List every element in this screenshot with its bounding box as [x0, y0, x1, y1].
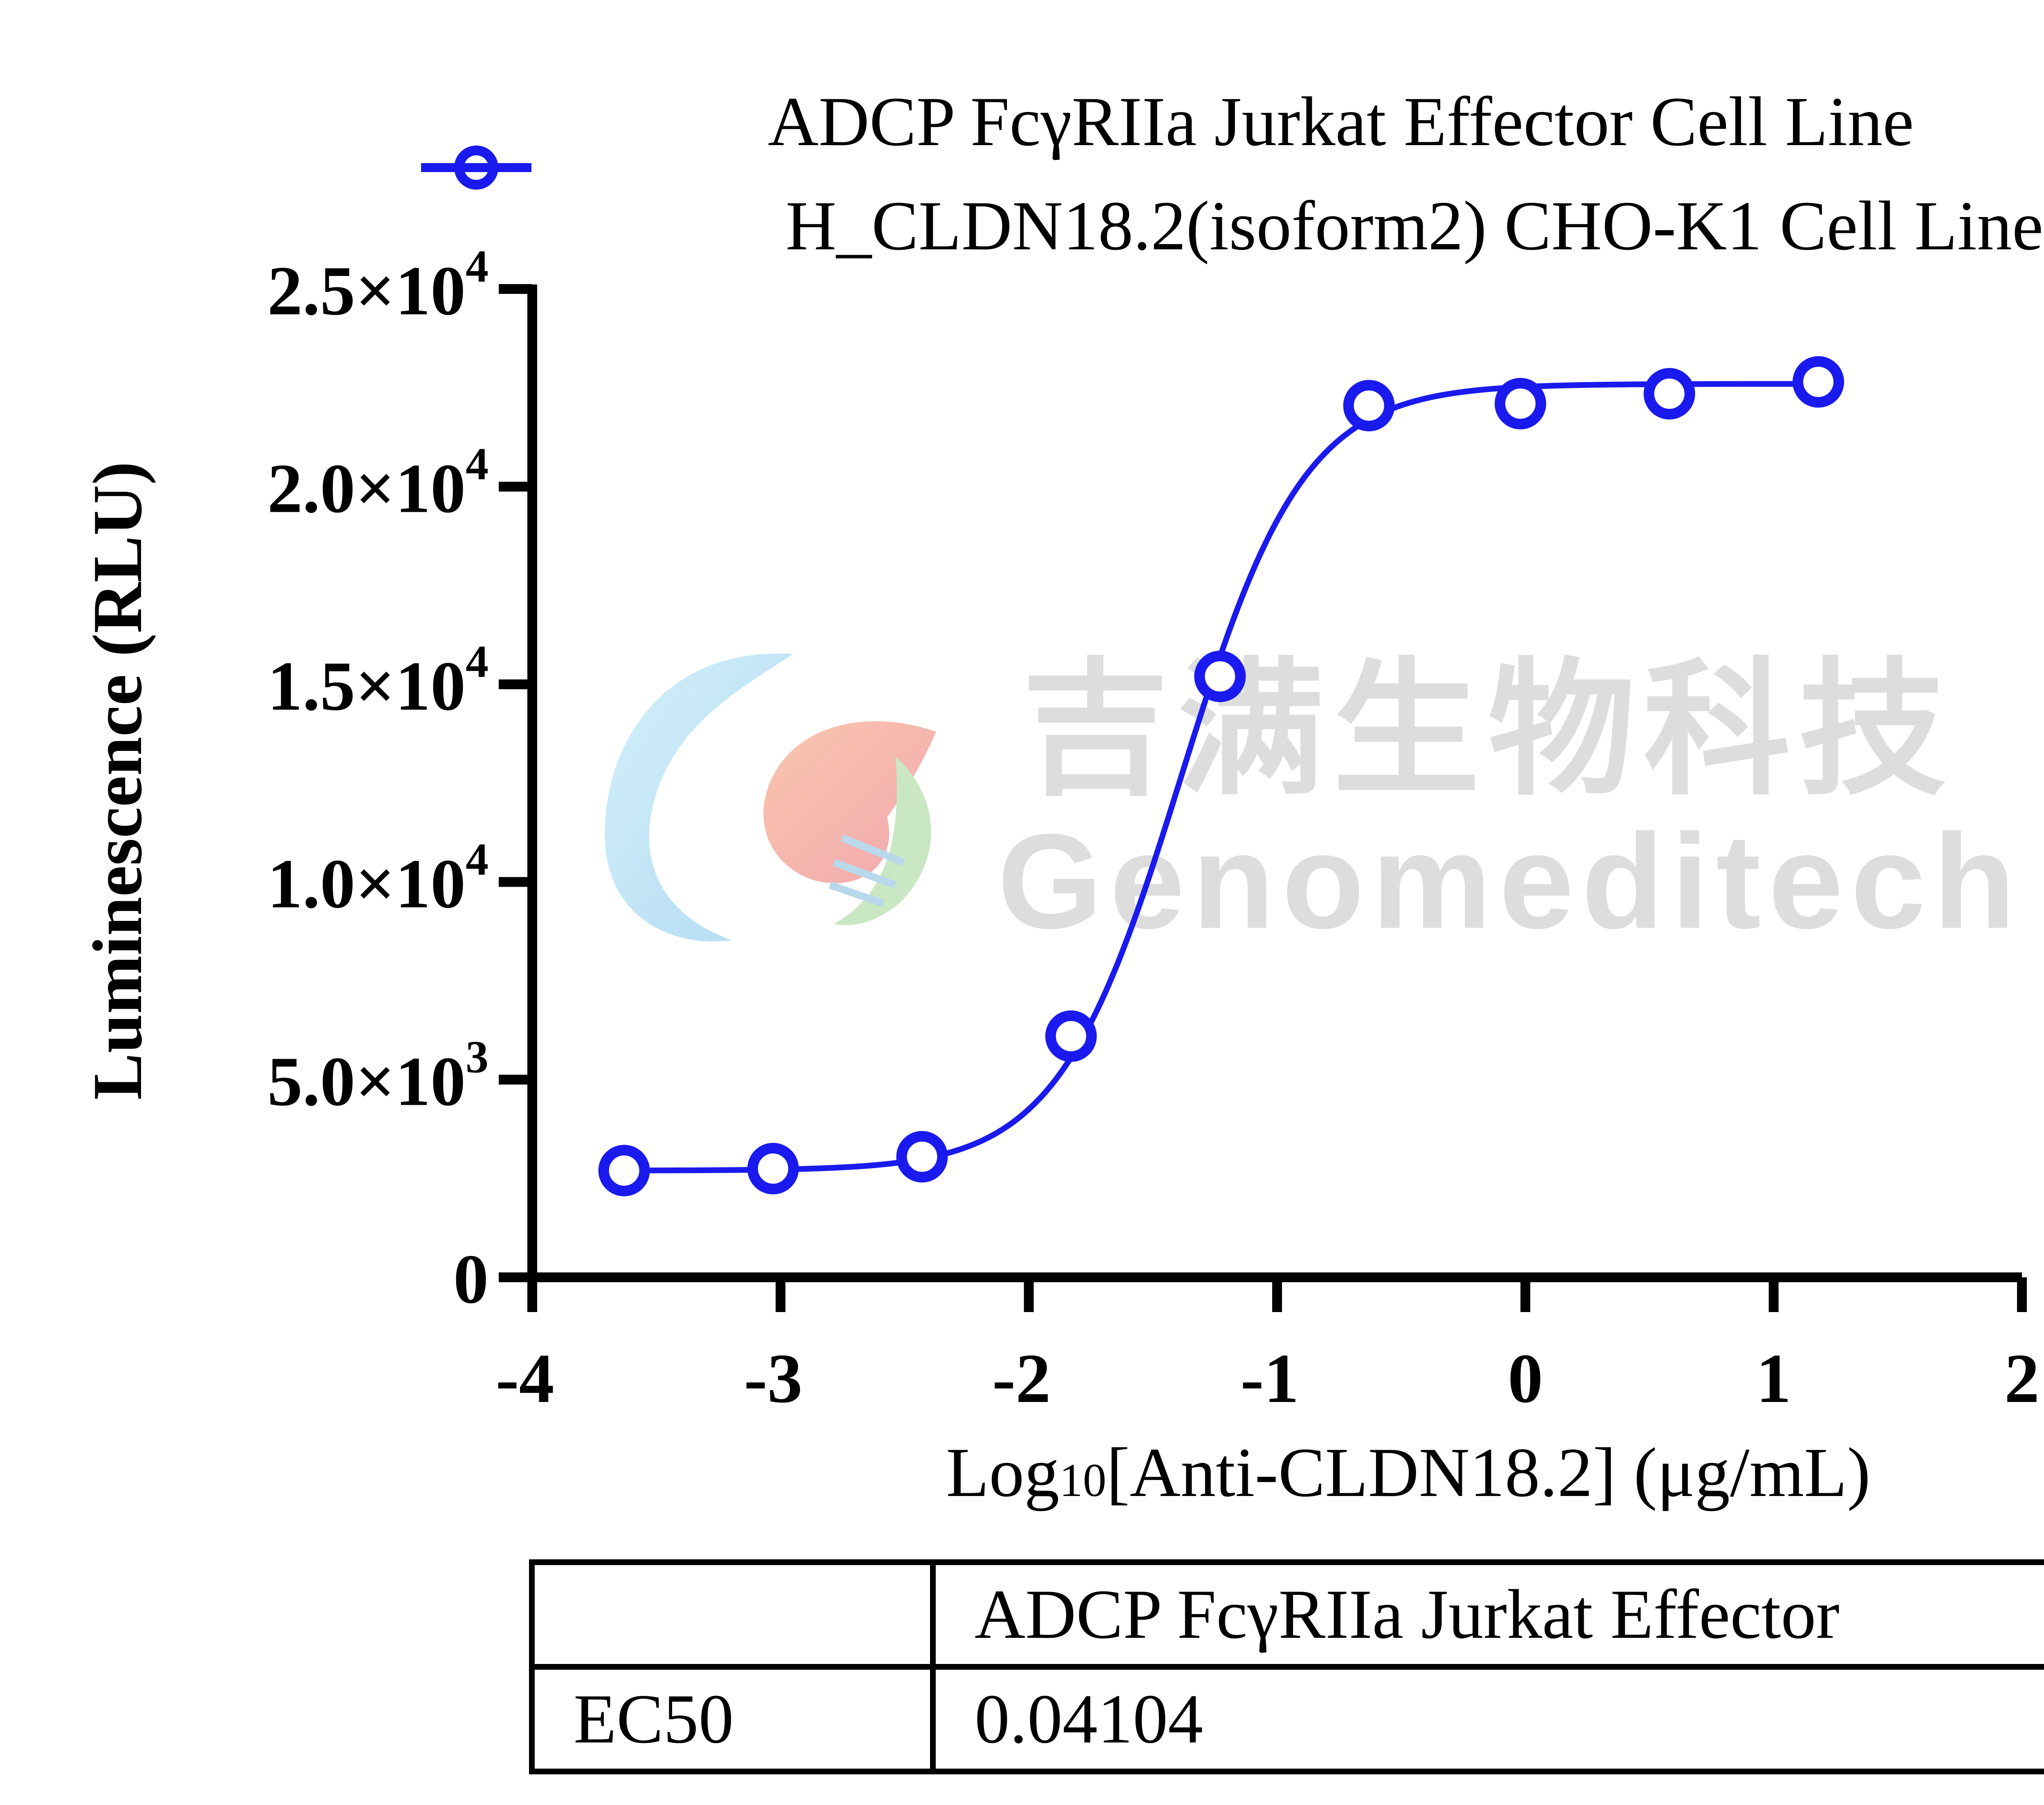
- table-cell-ec50-value: 0.04104: [930, 1664, 2044, 1774]
- watermark: 吉满生物科技 Genomeditech: [605, 648, 2023, 956]
- y-tick-label: 2.0×104: [267, 439, 489, 528]
- y-tick-label: 0: [453, 1241, 489, 1318]
- x-axis-label-subscript: 10: [1059, 1454, 1106, 1506]
- y-tick-label-mantissa: 1.5×10: [267, 647, 466, 725]
- legend-label-line2: H_CLDN18.2(isoform2) CHO-K1 Cell Line: [786, 187, 2044, 265]
- legend: ADCP FcγRIIa Jurkat Effector Cell Line H…: [421, 83, 2043, 265]
- data-point: [1045, 1010, 1097, 1062]
- x-tick-label: 2: [2004, 1340, 2040, 1418]
- data-points: [598, 356, 1844, 1196]
- table-header-cell-empty: [529, 1559, 936, 1670]
- y-tick-label-mantissa: 1.0×10: [267, 845, 466, 923]
- x-tick-label: -1: [1240, 1340, 1299, 1418]
- y-tick-label-exponent: 4: [466, 834, 489, 885]
- watermark-cn: 吉满生物科技: [1022, 648, 1954, 812]
- table-cell-ec50-label: EC50: [529, 1664, 936, 1774]
- y-tick-label-exponent: 3: [466, 1032, 489, 1082]
- y-tick-label: 1.0×104: [267, 834, 489, 923]
- legend-label-line1: ADCP FcγRIIa Jurkat Effector Cell Line: [768, 83, 1914, 161]
- data-point: [1495, 378, 1546, 430]
- x-ticks: -4 -3 -2 -1 0 1 2: [495, 1277, 2040, 1418]
- watermark-en: Genomeditech: [997, 806, 2023, 956]
- y-tick-label-exponent: 4: [466, 439, 489, 490]
- x-axis-label-rest: [Anti-CLDN18.2] (μg/mL): [1106, 1434, 1870, 1512]
- data-point: [1643, 368, 1695, 420]
- y-axis-label: Luminescence (RLU): [79, 461, 157, 1100]
- x-tick-label: 1: [1756, 1340, 1791, 1418]
- data-point: [1194, 650, 1246, 702]
- x-tick-label: -4: [495, 1340, 554, 1418]
- genomeditech-logo-icon: [605, 653, 936, 942]
- data-point: [1343, 380, 1395, 432]
- x-tick-label: -3: [744, 1340, 802, 1418]
- y-tick-label-mantissa: 0: [453, 1241, 489, 1318]
- x-tick-label: -2: [992, 1340, 1051, 1418]
- legend-marker: [454, 146, 498, 190]
- y-tick-label-mantissa: 2.0×10: [267, 450, 466, 528]
- y-tick-label-exponent: 4: [466, 241, 489, 292]
- y-tick-label-mantissa: 5.0×10: [267, 1043, 466, 1120]
- x-axis-label: Log10[Anti-CLDN18.2] (μg/mL): [946, 1434, 1870, 1512]
- y-tick-label: 5.0×103: [267, 1032, 489, 1120]
- ec50-table: ADCP FcγRIIa Jurkat Effector EC50 0.0410…: [529, 1559, 2044, 1774]
- data-point: [1792, 356, 1844, 408]
- y-tick-label-mantissa: 2.5×10: [267, 252, 466, 330]
- x-tick-label: 0: [1508, 1340, 1543, 1418]
- x-axis-label-prefix: Log: [946, 1434, 1059, 1512]
- y-tick-label: 1.5×104: [267, 636, 489, 725]
- table-header-cell-effector: ADCP FcγRIIa Jurkat Effector: [930, 1559, 2044, 1670]
- table-row: EC50 0.04104: [529, 1664, 2044, 1774]
- data-point: [747, 1143, 799, 1195]
- y-tick-label-exponent: 4: [466, 636, 489, 687]
- data-point: [598, 1144, 650, 1196]
- table-header-row: ADCP FcγRIIa Jurkat Effector: [529, 1559, 2044, 1670]
- y-tick-label: 2.5×104: [267, 241, 489, 330]
- data-point: [896, 1131, 948, 1183]
